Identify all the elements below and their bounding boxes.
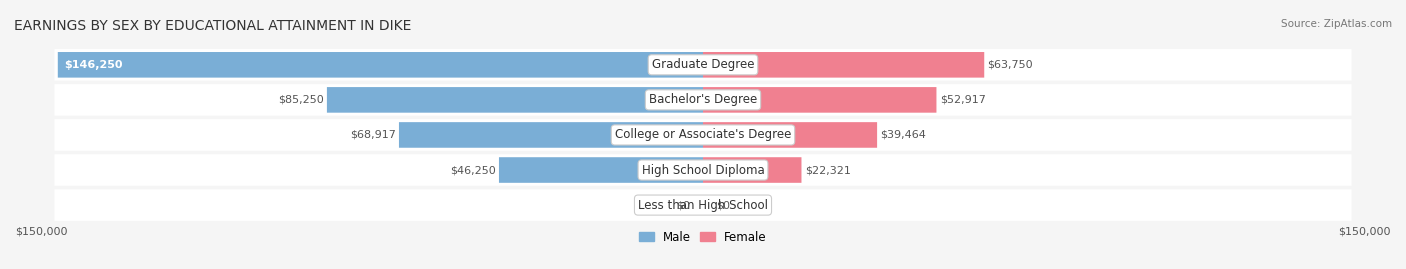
Legend: Male, Female: Male, Female <box>634 226 772 248</box>
Text: $52,917: $52,917 <box>939 95 986 105</box>
FancyBboxPatch shape <box>703 122 877 148</box>
FancyBboxPatch shape <box>55 119 1351 151</box>
FancyBboxPatch shape <box>399 122 703 148</box>
Text: $0: $0 <box>676 200 690 210</box>
Text: $85,250: $85,250 <box>278 95 323 105</box>
Text: $22,321: $22,321 <box>804 165 851 175</box>
FancyBboxPatch shape <box>328 87 703 113</box>
FancyBboxPatch shape <box>703 52 984 78</box>
Text: $39,464: $39,464 <box>880 130 927 140</box>
Text: $0: $0 <box>716 200 730 210</box>
Text: Less than High School: Less than High School <box>638 199 768 212</box>
FancyBboxPatch shape <box>55 49 1351 81</box>
Text: High School Diploma: High School Diploma <box>641 164 765 176</box>
FancyBboxPatch shape <box>703 87 936 113</box>
FancyBboxPatch shape <box>703 157 801 183</box>
Text: $46,250: $46,250 <box>450 165 496 175</box>
Text: Bachelor's Degree: Bachelor's Degree <box>650 93 756 106</box>
Text: $68,917: $68,917 <box>350 130 395 140</box>
Text: College or Associate's Degree: College or Associate's Degree <box>614 129 792 141</box>
Text: $146,250: $146,250 <box>65 60 122 70</box>
Text: EARNINGS BY SEX BY EDUCATIONAL ATTAINMENT IN DIKE: EARNINGS BY SEX BY EDUCATIONAL ATTAINMEN… <box>14 19 412 33</box>
Text: Source: ZipAtlas.com: Source: ZipAtlas.com <box>1281 19 1392 29</box>
FancyBboxPatch shape <box>55 84 1351 116</box>
Text: Graduate Degree: Graduate Degree <box>652 58 754 71</box>
FancyBboxPatch shape <box>55 189 1351 221</box>
Text: $63,750: $63,750 <box>987 60 1033 70</box>
FancyBboxPatch shape <box>55 154 1351 186</box>
FancyBboxPatch shape <box>499 157 703 183</box>
FancyBboxPatch shape <box>58 52 703 78</box>
